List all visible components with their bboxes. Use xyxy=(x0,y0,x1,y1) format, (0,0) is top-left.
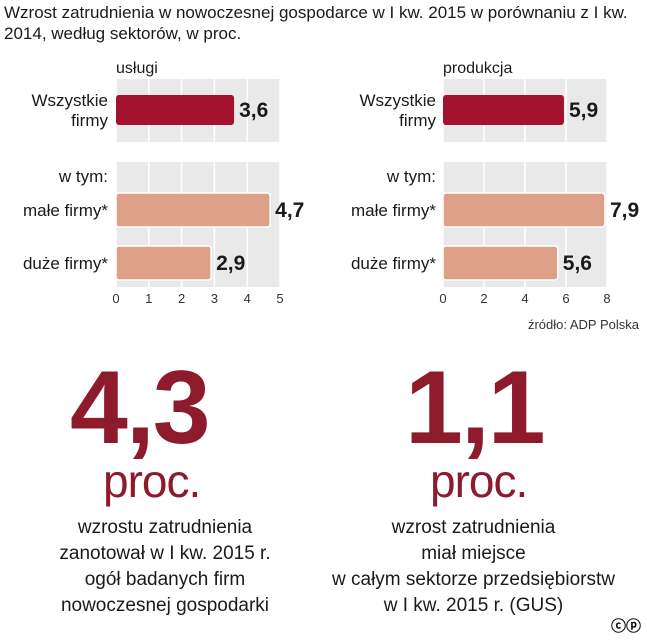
x-tick-label: 4 xyxy=(521,291,528,306)
bar xyxy=(115,192,271,228)
panel-title: usługi xyxy=(116,60,158,77)
x-tick-label: 0 xyxy=(439,291,446,306)
data-label: 7,9 xyxy=(610,199,639,222)
source-note: źródło: ADP Polska xyxy=(527,317,639,332)
data-label: 5,9 xyxy=(569,99,598,122)
desc-line: zanotował w I kw. 2015 r. xyxy=(59,543,271,564)
category-label: Wszystkie xyxy=(32,91,109,110)
desc-line: wzrostu zatrudnienia xyxy=(77,517,253,538)
stat-number-right: 1,1 xyxy=(405,350,546,466)
desc-line: ogół badanych firm xyxy=(84,569,246,590)
chart-title: Wzrost zatrudnienia w nowoczesnej gospod… xyxy=(4,3,628,43)
x-tick-label: 5 xyxy=(276,291,283,306)
x-tick-label: 3 xyxy=(211,291,218,306)
stat-number-left: 4,3 xyxy=(70,350,211,466)
stat-unit-right: proc. xyxy=(430,455,528,507)
x-tick-label: 4 xyxy=(244,291,251,306)
stat-description-right: wzrost zatrudnienia miał miejsce w całym… xyxy=(300,515,647,619)
desc-line: miał miejsce xyxy=(421,543,526,564)
x-tick-label: 2 xyxy=(480,291,487,306)
category-label: firmy xyxy=(399,111,436,130)
category-label: Wszystkie xyxy=(360,91,437,110)
desc-line: nowoczesnej gospodarki xyxy=(60,595,270,616)
x-tick-label: 8 xyxy=(603,291,610,306)
stat-description-left: wzrostu zatrudnienia zanotował w I kw. 2… xyxy=(0,515,330,619)
category-label: duże firmy* xyxy=(351,254,436,273)
bar xyxy=(442,192,606,228)
panel-title: produkcja xyxy=(443,60,512,77)
x-tick-label: 0 xyxy=(112,291,119,306)
bar xyxy=(116,95,235,125)
stat-unit-left: proc. xyxy=(103,455,201,507)
x-tick-label: 1 xyxy=(145,291,152,306)
bar xyxy=(443,95,564,125)
category-label: duże firmy* xyxy=(23,254,108,273)
x-tick-label: 2 xyxy=(178,291,185,306)
desc-line: wzrost zatrudnienia xyxy=(391,517,556,538)
desc-line: w I kw. 2015 r. (GUS) xyxy=(383,595,564,616)
category-label: małe firmy* xyxy=(351,201,436,220)
x-tick-label: 6 xyxy=(562,291,569,306)
bar xyxy=(115,245,212,281)
data-label: 3,6 xyxy=(239,99,268,122)
data-label: 2,9 xyxy=(216,252,245,275)
desc-line: w całym sektorze przedsiębiorstw xyxy=(332,569,615,590)
category-label: małe firmy* xyxy=(23,201,108,220)
data-label: 4,7 xyxy=(275,199,304,222)
copyright-logo: ⓒⓟ xyxy=(610,617,641,635)
data-label: 5,6 xyxy=(563,252,592,275)
category-label: firmy xyxy=(71,111,108,130)
group-label: w tym: xyxy=(58,167,108,186)
bar xyxy=(442,245,559,281)
group-label: w tym: xyxy=(386,167,436,186)
